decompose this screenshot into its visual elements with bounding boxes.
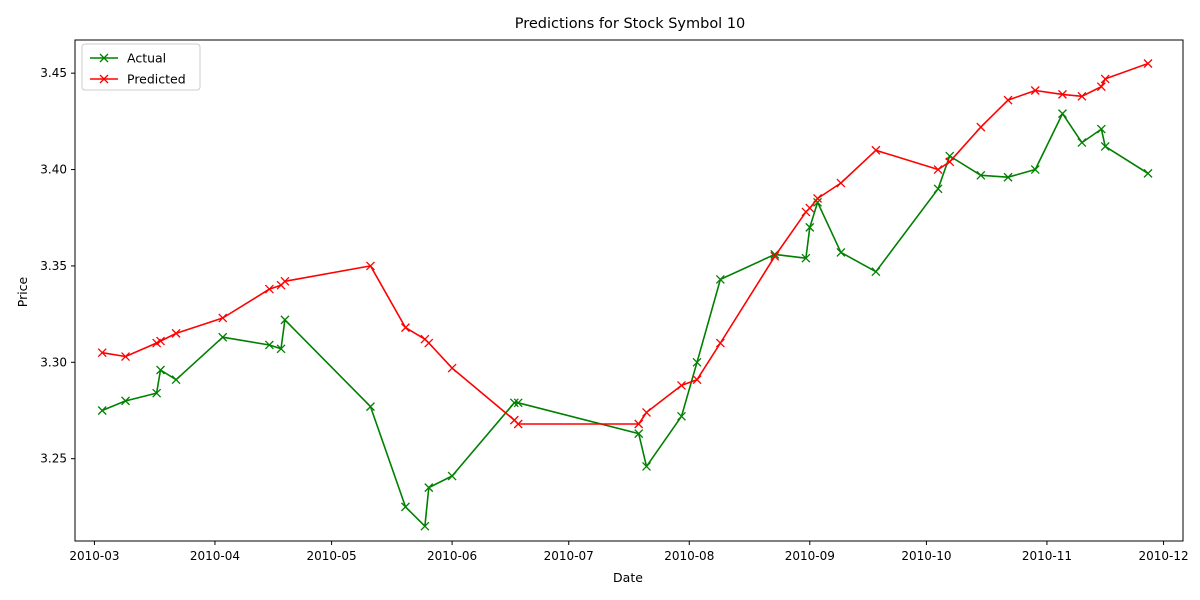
data-point-predicted: [97, 348, 107, 358]
data-point-predicted: [976, 122, 986, 132]
data-point-actual: [1030, 165, 1040, 174]
data-point-actual: [276, 344, 286, 354]
x-tick-label: 2010-10: [901, 549, 951, 563]
data-point-actual: [171, 375, 181, 385]
data-point-actual: [1096, 124, 1106, 134]
data-point-predicted: [634, 419, 644, 429]
data-point-actual: [813, 197, 823, 207]
data-point-predicted: [692, 375, 702, 385]
data-point-actual: [280, 315, 290, 325]
data-point-predicted: [218, 313, 228, 323]
x-tick-label: 2010-11: [1022, 549, 1072, 563]
y-axis: 3.25 3.30 3.35 3.40 3.45: [40, 66, 75, 466]
series-line-predicted: [102, 62, 1149, 425]
data-point-actual: [121, 396, 130, 406]
data-point-predicted: [400, 323, 410, 333]
legend-marker-predicted: [99, 74, 109, 84]
y-tick-label: 3.45: [40, 66, 67, 80]
data-point-actual: [634, 429, 644, 439]
x-tick-label: 2010-06: [427, 549, 477, 563]
chart-title: Predictions for Stock Symbol 10: [515, 16, 746, 32]
data-point-predicted: [871, 145, 881, 155]
data-point-predicted: [1003, 95, 1013, 105]
data-point-actual: [97, 406, 107, 415]
data-point-predicted: [1030, 86, 1040, 95]
data-point-predicted: [1058, 89, 1067, 99]
data-point-actual: [805, 222, 815, 232]
data-point-predicted: [424, 338, 434, 348]
data-point-actual: [400, 502, 410, 512]
x-tick-label: 2010-07: [544, 549, 594, 563]
data-point-predicted: [366, 261, 375, 271]
legend-marker-actual: [99, 53, 109, 63]
data-point-predicted: [1143, 59, 1153, 68]
data-point-actual: [1143, 168, 1153, 178]
data-point-actual: [715, 274, 725, 284]
data-point-actual: [642, 461, 651, 471]
data-point-predicted: [1096, 82, 1106, 92]
data-point-actual: [692, 357, 702, 367]
data-point-actual: [677, 411, 686, 421]
data-point-actual: [509, 398, 519, 408]
x-tick-label: 2010-05: [307, 549, 357, 563]
data-point-predicted: [836, 178, 846, 188]
x-tick-label: 2010-03: [69, 549, 119, 563]
legend-label-actual: Actual: [127, 51, 166, 66]
data-point-actual: [933, 184, 943, 194]
plot-frame: [74, 39, 1184, 542]
data-point-predicted: [156, 336, 165, 346]
legend: Actual Predicted: [81, 43, 201, 91]
y-tick-label: 3.30: [40, 355, 67, 369]
data-point-predicted: [813, 193, 823, 203]
data-point-actual: [264, 340, 274, 350]
data-point-actual: [152, 388, 162, 398]
data-point-actual: [801, 253, 811, 263]
series-predicted: [97, 59, 1153, 429]
y-tick-label: 3.40: [40, 163, 67, 177]
data-point-actual: [836, 247, 846, 257]
data-point-predicted: [447, 363, 457, 373]
data-point-predicted: [513, 419, 523, 429]
y-tick-label: 3.25: [40, 452, 67, 466]
y-tick-label: 3.35: [40, 259, 67, 273]
y-axis-label: Price: [15, 276, 30, 307]
data-point-predicted: [1100, 74, 1110, 84]
data-point-actual: [976, 170, 986, 180]
x-axis: 2010-03 2010-04 2010-05 2010-06 2010-07 2010-…: [69, 541, 1189, 563]
data-point-predicted: [1077, 91, 1087, 101]
data-point-actual: [424, 483, 434, 493]
data-point-predicted: [715, 338, 725, 348]
series-line-actual: [101, 112, 1149, 528]
data-point-actual: [156, 365, 165, 375]
data-point-actual: [366, 402, 375, 412]
plot-area: [97, 59, 1153, 531]
x-tick-label: 2010-04: [190, 549, 240, 563]
data-point-actual: [1058, 109, 1067, 119]
data-point-predicted: [280, 276, 290, 286]
data-point-actual: [420, 521, 430, 531]
data-point-actual: [871, 267, 881, 277]
x-tick-label: 2010-12: [1138, 549, 1188, 563]
series-actual: [97, 109, 1153, 531]
data-point-predicted: [121, 352, 130, 361]
data-point-actual: [1077, 138, 1087, 148]
x-tick-label: 2010-08: [664, 549, 714, 563]
data-point-predicted: [805, 203, 815, 213]
data-point-predicted: [933, 165, 943, 174]
data-point-predicted: [770, 251, 780, 261]
data-point-actual: [1100, 141, 1110, 151]
data-point-predicted: [642, 407, 651, 417]
data-point-predicted: [264, 284, 274, 294]
data-point-predicted: [677, 380, 686, 390]
data-point-actual: [1003, 172, 1013, 182]
data-point-actual: [218, 332, 228, 342]
x-tick-label: 2010-09: [785, 549, 835, 563]
data-point-actual: [513, 398, 523, 408]
data-point-predicted: [171, 328, 181, 338]
data-point-actual: [447, 471, 457, 481]
legend-label-predicted: Predicted: [127, 72, 186, 87]
x-axis-label: Date: [613, 570, 643, 585]
data-point-predicted: [945, 157, 955, 167]
